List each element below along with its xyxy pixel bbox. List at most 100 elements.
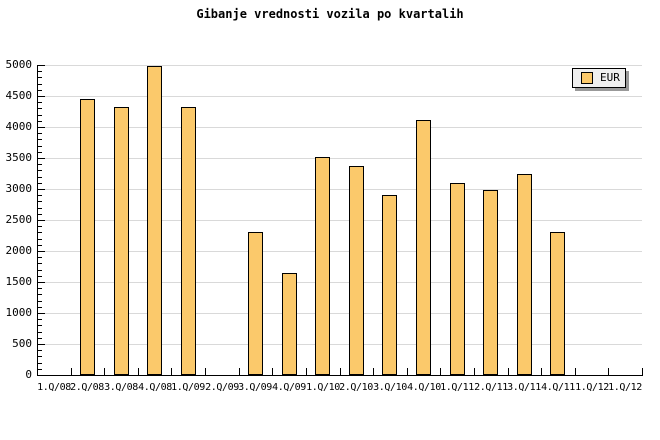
y-axis-label: 5000: [5, 58, 33, 71]
y-minor-tick: [38, 301, 42, 302]
y-minor-tick: [38, 263, 42, 264]
bar-1.Q/09: [181, 107, 196, 375]
bar-2.Q/10: [349, 166, 364, 375]
x-axis-tick: [642, 368, 643, 375]
y-major-tick: [38, 96, 45, 97]
y-minor-tick: [38, 177, 42, 178]
y-minor-tick: [38, 276, 42, 277]
x-axis-label: 3.Q/08: [104, 382, 138, 393]
bar-4.Q/08: [147, 66, 162, 375]
x-axis-tick: [239, 368, 240, 375]
chart-title: Gibanje vrednosti vozila po kvartalih: [196, 7, 464, 21]
y-major-tick: [38, 65, 45, 66]
x-axis-tick: [272, 368, 273, 375]
bar-3.Q/10: [382, 195, 397, 375]
y-minor-tick: [38, 195, 42, 196]
x-axis-tick: [608, 368, 609, 375]
y-axis-line: [37, 65, 38, 376]
x-axis-tick: [71, 368, 72, 375]
y-minor-tick: [38, 133, 42, 134]
y-gridline: [37, 158, 642, 159]
y-minor-tick: [38, 325, 42, 326]
x-axis-tick: [37, 368, 38, 375]
x-axis-label: 2.Q/09: [205, 382, 239, 393]
x-axis-tick: [440, 368, 441, 375]
y-minor-tick: [38, 226, 42, 227]
x-axis-label: 4.Q/10: [407, 382, 441, 393]
y-minor-tick: [38, 121, 42, 122]
y-gridline: [37, 96, 642, 97]
y-gridline: [37, 313, 642, 314]
x-axis-tick: [474, 368, 475, 375]
y-axis-label: 2000: [5, 244, 33, 257]
y-axis-label: 3000: [5, 182, 33, 195]
x-axis-label: 1.Q/09: [171, 382, 205, 393]
y-minor-tick: [38, 319, 42, 320]
x-axis-tick: [104, 368, 105, 375]
y-minor-tick: [38, 170, 42, 171]
x-axis-tick: [171, 368, 172, 375]
y-major-tick: [38, 313, 45, 314]
bar-4.Q/11: [550, 232, 565, 375]
bar-3.Q/11: [517, 174, 532, 375]
y-minor-tick: [38, 239, 42, 240]
x-axis-label: 1.Q/12: [575, 382, 609, 393]
x-axis-label: 4.Q/11: [541, 382, 575, 393]
y-minor-tick: [38, 257, 42, 258]
y-minor-tick: [38, 139, 42, 140]
bar-4.Q/10: [416, 120, 431, 375]
y-gridline: [37, 282, 642, 283]
y-minor-tick: [38, 84, 42, 85]
y-minor-tick: [38, 108, 42, 109]
y-minor-tick: [38, 332, 42, 333]
x-axis-label: 3.Q/10: [373, 382, 407, 393]
x-axis-tick: [138, 368, 139, 375]
bar-1.Q/11: [450, 183, 465, 375]
y-minor-tick: [38, 102, 42, 103]
y-minor-tick: [38, 363, 42, 364]
y-gridline: [37, 251, 642, 252]
y-minor-tick: [38, 288, 42, 289]
y-gridline: [37, 220, 642, 221]
x-axis-tick: [205, 368, 206, 375]
x-axis-tick: [575, 368, 576, 375]
y-minor-tick: [38, 208, 42, 209]
y-minor-tick: [38, 245, 42, 246]
x-axis-label: 2.Q/08: [70, 382, 104, 393]
y-gridline: [37, 65, 642, 66]
x-axis-label: 1.Q/08: [37, 382, 71, 393]
y-minor-tick: [38, 164, 42, 165]
y-minor-tick: [38, 338, 42, 339]
y-minor-tick: [38, 356, 42, 357]
y-major-tick: [38, 220, 45, 221]
x-axis-tick: [541, 368, 542, 375]
y-axis-label: 500: [12, 337, 32, 350]
y-minor-tick: [38, 146, 42, 147]
y-minor-tick: [38, 183, 42, 184]
y-gridline: [37, 127, 642, 128]
y-major-tick: [38, 158, 45, 159]
y-gridline: [37, 189, 642, 190]
bar-3.Q/08: [114, 107, 129, 375]
y-gridline: [37, 344, 642, 345]
x-axis-tick: [407, 368, 408, 375]
bar-2.Q/08: [80, 99, 95, 375]
y-major-tick: [38, 375, 45, 376]
x-axis-line: [37, 375, 643, 376]
y-axis-label: 0: [25, 368, 32, 381]
y-minor-tick: [38, 71, 42, 72]
y-axis-label: 1000: [5, 306, 33, 319]
y-major-tick: [38, 127, 45, 128]
legend: EUR: [572, 68, 626, 88]
x-axis-tick: [373, 368, 374, 375]
legend-swatch-icon: [581, 72, 593, 84]
y-major-tick: [38, 251, 45, 252]
y-minor-tick: [38, 152, 42, 153]
x-axis-label: 2.Q/11: [474, 382, 508, 393]
y-axis-label: 4500: [5, 89, 33, 102]
y-minor-tick: [38, 294, 42, 295]
x-axis-label: 1.Q/11: [440, 382, 474, 393]
y-major-tick: [38, 189, 45, 190]
y-axis-label: 1500: [5, 275, 33, 288]
